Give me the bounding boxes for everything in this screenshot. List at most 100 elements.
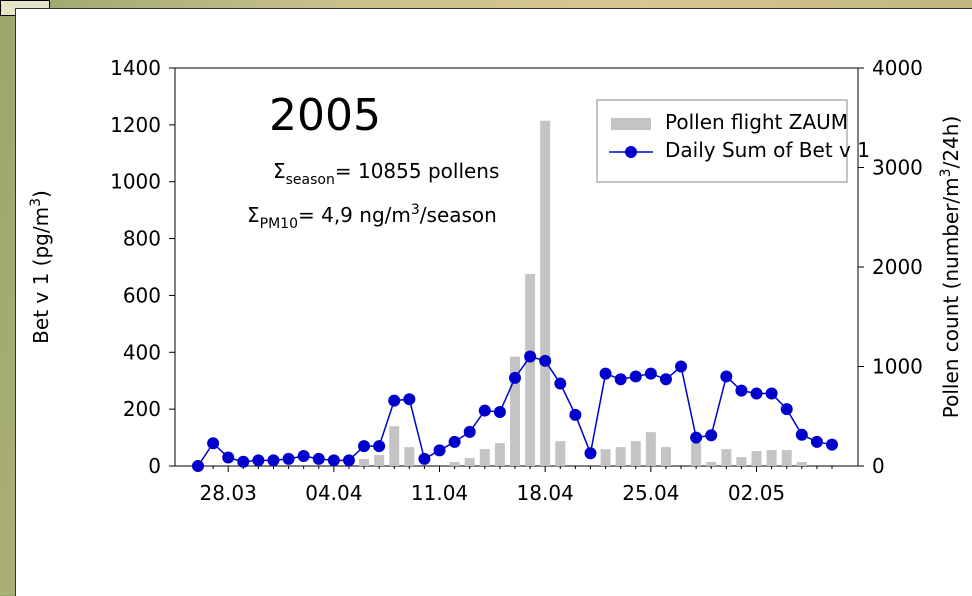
- y-tick-label: 1200: [110, 113, 161, 137]
- annotation-pm10-part: Σ: [247, 203, 260, 227]
- point: [267, 454, 279, 466]
- y2-axis-label-part: 3: [938, 168, 954, 177]
- point: [192, 460, 204, 472]
- point: [298, 450, 310, 462]
- x-tick-label: 11.04: [411, 481, 468, 505]
- chart: 0200400600800100012001400010002000300040…: [0, 0, 972, 595]
- bar: [465, 458, 475, 466]
- point: [283, 453, 295, 465]
- x-tick-label: 04.04: [305, 481, 362, 505]
- annotation-pm10-part: 3: [411, 202, 420, 218]
- y-axis-label-part: 3: [28, 198, 44, 207]
- y2-tick-label: 3000: [872, 156, 923, 180]
- point: [735, 385, 747, 397]
- point: [449, 436, 461, 448]
- point: [826, 439, 838, 451]
- point: [343, 454, 355, 466]
- y-tick-label: 400: [123, 340, 161, 364]
- bar: [631, 441, 641, 466]
- bar: [706, 462, 716, 466]
- point: [403, 393, 415, 405]
- legend-swatch: [611, 118, 651, 130]
- y2-tick-label: 0: [872, 454, 885, 478]
- y-tick-label: 800: [123, 227, 161, 251]
- y-tick-label: 200: [123, 397, 161, 421]
- point: [660, 373, 672, 385]
- y2-tick-label: 2000: [872, 255, 923, 279]
- point: [751, 388, 763, 400]
- y2-axis-label-part: Pollen count (number/m: [939, 177, 963, 418]
- point: [781, 403, 793, 415]
- bar: [661, 447, 671, 466]
- point: [766, 388, 778, 400]
- point: [464, 426, 476, 438]
- annotation-pm10: ΣPM10= 4,9 ng/m3/season: [247, 202, 497, 232]
- point: [539, 355, 551, 367]
- point: [479, 405, 491, 417]
- annotation-season-part: Σ: [273, 159, 286, 183]
- point: [645, 368, 657, 380]
- point: [252, 454, 264, 466]
- point: [600, 368, 612, 380]
- point: [358, 440, 370, 452]
- annotation-season-part: = 10855 pollens: [335, 159, 500, 183]
- legend-marker: [625, 146, 637, 158]
- y-tick-label: 0: [148, 454, 161, 478]
- point: [615, 373, 627, 385]
- point: [207, 437, 219, 449]
- bar: [616, 447, 626, 466]
- annotation-year-part: 2005: [269, 90, 381, 141]
- point: [388, 395, 400, 407]
- bar: [359, 459, 369, 466]
- bar: [540, 121, 550, 466]
- bar: [646, 432, 656, 466]
- point: [524, 351, 536, 363]
- point: [569, 409, 581, 421]
- point: [811, 436, 823, 448]
- legend-label: Daily Sum of Bet v 1: [665, 138, 870, 162]
- bar: [782, 450, 792, 466]
- bar: [450, 462, 460, 466]
- point: [328, 454, 340, 466]
- point: [373, 440, 385, 452]
- bar: [555, 441, 565, 466]
- point: [434, 444, 446, 456]
- bar: [389, 426, 399, 466]
- bar: [736, 457, 746, 466]
- bar: [404, 447, 414, 466]
- point: [630, 370, 642, 382]
- point: [554, 378, 566, 390]
- bar: [374, 455, 384, 466]
- annotation-pm10-part: /season: [420, 203, 497, 227]
- point: [313, 453, 325, 465]
- annotation-year: 2005: [269, 90, 381, 141]
- y2-tick-label: 4000: [872, 56, 923, 80]
- x-tick-label: 25.04: [622, 481, 679, 505]
- y-tick-label: 1400: [110, 56, 161, 80]
- point: [237, 456, 249, 468]
- annotation-season-part: season: [286, 172, 335, 188]
- point: [796, 429, 808, 441]
- bar: [480, 449, 490, 466]
- annotation-pm10-part: = 4,9 ng/m: [298, 203, 411, 227]
- y2-axis-label-part: /24h): [939, 116, 963, 169]
- bar: [721, 449, 731, 466]
- x-tick-label: 02.05: [728, 481, 785, 505]
- point: [675, 361, 687, 373]
- annotation-pm10-part: PM10: [260, 216, 298, 232]
- y-tick-label: 1000: [110, 170, 161, 194]
- point: [509, 372, 521, 384]
- bar: [495, 443, 505, 466]
- point: [690, 432, 702, 444]
- point: [705, 429, 717, 441]
- y-axis-label-part: ): [29, 190, 53, 198]
- y-axis-label: Bet v 1 (pg/m3): [28, 190, 53, 344]
- x-tick-label: 28.03: [200, 481, 257, 505]
- point: [418, 453, 430, 465]
- y2-axis-label: Pollen count (number/m3/24h): [938, 116, 963, 419]
- bar: [525, 274, 535, 466]
- legend-label: Pollen flight ZAUM: [665, 110, 848, 134]
- point: [584, 447, 596, 459]
- page: 0200400600800100012001400010002000300040…: [0, 0, 972, 595]
- bar: [752, 451, 762, 466]
